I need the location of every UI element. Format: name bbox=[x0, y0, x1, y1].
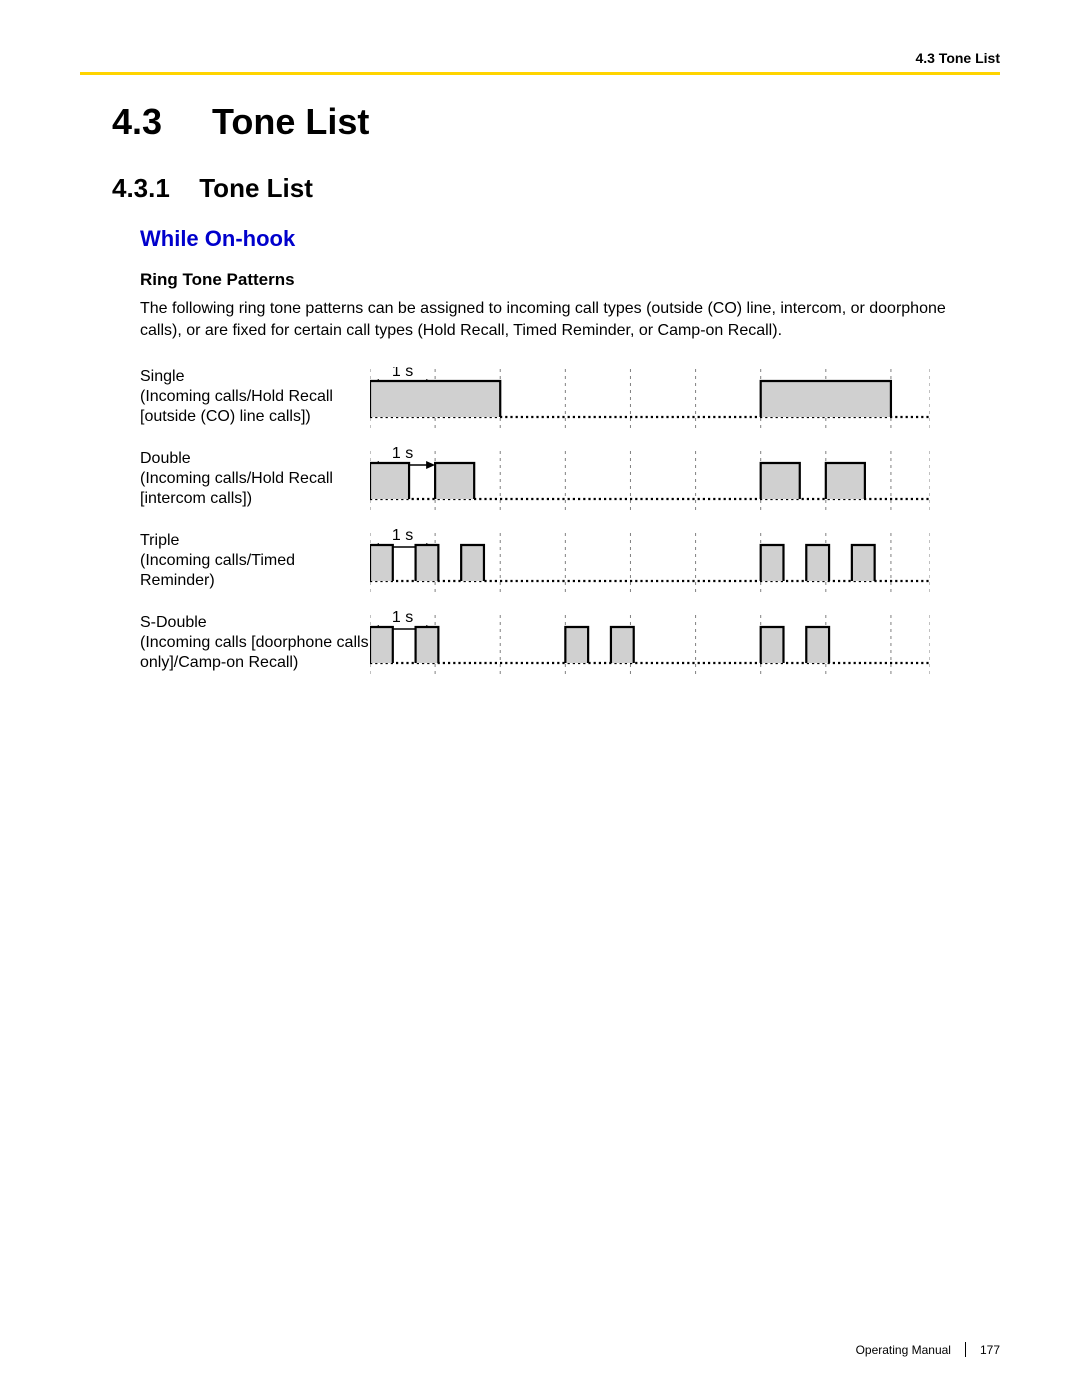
pattern-label: Single(Incoming calls/Hold Recall [outsi… bbox=[140, 367, 370, 449]
svg-text:1 s: 1 s bbox=[392, 527, 413, 544]
heading-1-text: Tone List bbox=[212, 101, 369, 142]
footer-page-number: 177 bbox=[980, 1343, 1000, 1357]
pattern-label: S-Double(Incoming calls [doorphone calls… bbox=[140, 613, 370, 695]
footer-divider bbox=[965, 1342, 966, 1357]
pattern-label-name: S-Double bbox=[140, 613, 370, 633]
footer-doc-title: Operating Manual bbox=[856, 1343, 951, 1357]
heading-2: 4.3.1 Tone List bbox=[112, 173, 1000, 204]
heading-2-number: 4.3.1 bbox=[112, 173, 192, 204]
pattern-label-detail: (Incoming calls/Hold Recall [intercom ca… bbox=[140, 469, 370, 509]
body-paragraph: The following ring tone patterns can be … bbox=[140, 298, 970, 341]
svg-text:1 s: 1 s bbox=[392, 445, 413, 462]
page: 4.3 Tone List 4.3 Tone List 4.3.1 Tone L… bbox=[0, 0, 1080, 1397]
heading-1-number: 4.3 bbox=[112, 101, 202, 143]
heading-3: While On-hook bbox=[140, 226, 1000, 252]
pattern-label-detail: (Incoming calls/Timed Reminder) bbox=[140, 551, 370, 591]
heading-2-text: Tone List bbox=[199, 173, 313, 203]
pattern-label: Double(Incoming calls/Hold Recall [inter… bbox=[140, 449, 370, 531]
heading-1: 4.3 Tone List bbox=[112, 101, 1000, 143]
pattern-label-name: Double bbox=[140, 449, 370, 469]
svg-text:1 s: 1 s bbox=[392, 367, 413, 380]
page-footer: Operating Manual 177 bbox=[856, 1342, 1000, 1357]
pattern-label-name: Single bbox=[140, 367, 370, 387]
header-rule bbox=[80, 72, 1000, 75]
heading-4: Ring Tone Patterns bbox=[140, 270, 1000, 290]
pattern-label-detail: (Incoming calls [doorphone calls only]/C… bbox=[140, 633, 370, 673]
pattern-label-name: Triple bbox=[140, 531, 370, 551]
pattern-labels-column: Single(Incoming calls/Hold Recall [outsi… bbox=[140, 367, 370, 722]
pattern-label: Triple(Incoming calls/Timed Reminder) bbox=[140, 531, 370, 613]
pattern-block: Single(Incoming calls/Hold Recall [outsi… bbox=[140, 367, 1000, 722]
pattern-diagrams-column: 1 s 1 s 1 s 1 s bbox=[370, 367, 1000, 722]
pattern-label-detail: (Incoming calls/Hold Recall [outside (CO… bbox=[140, 387, 370, 427]
timing-diagram: 1 s 1 s 1 s 1 s bbox=[370, 367, 930, 717]
svg-text:1 s: 1 s bbox=[392, 609, 413, 626]
header-section-ref: 4.3 Tone List bbox=[80, 50, 1000, 66]
